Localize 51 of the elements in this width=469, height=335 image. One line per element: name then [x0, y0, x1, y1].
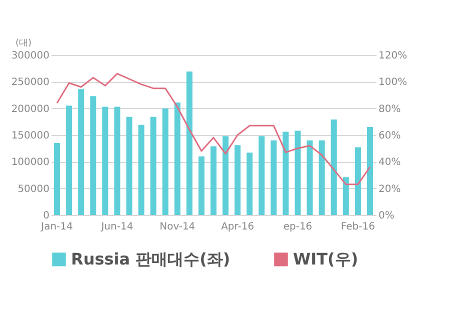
bar: [282, 132, 289, 215]
bar: [174, 102, 180, 215]
bar: [354, 147, 361, 215]
bar: [138, 124, 144, 215]
y-tick-label: 200000: [11, 104, 50, 115]
bar: [186, 72, 192, 215]
y-tick-label: 150000: [11, 130, 50, 142]
x-tick-label: Feb-16: [340, 222, 375, 232]
bar: [234, 145, 241, 215]
y-tick-label: 100000: [11, 157, 50, 168]
x-tick-label: Jun-14: [100, 222, 134, 232]
bar: [90, 96, 96, 215]
x-tick-label: Jan-14: [40, 222, 73, 232]
bar: [330, 120, 337, 215]
bar: [270, 140, 277, 215]
bar: [258, 136, 265, 215]
bar: [246, 152, 253, 215]
bar: [210, 146, 217, 215]
legend-label: Russia 판매대수(좌): [71, 249, 230, 268]
y-tick-label: 50000: [18, 184, 50, 195]
y2-tick-label: 0%: [378, 210, 394, 222]
y2-tick-label: 60%: [378, 130, 401, 142]
y-axis-title: (대): [15, 38, 32, 48]
bar: [78, 89, 84, 215]
y2-tick-label: 20%: [378, 184, 401, 195]
y-tick-label: 300000: [11, 50, 50, 62]
bar: [54, 143, 60, 215]
bar: [366, 127, 373, 215]
bar: [150, 116, 156, 215]
y2-tick-label: 80%: [378, 104, 401, 115]
bar: [222, 136, 229, 215]
bar: [342, 177, 349, 215]
bar: [318, 140, 325, 215]
x-tick-label: Nov-14: [160, 222, 196, 232]
y2-tick-label: 40%: [378, 157, 401, 168]
bar: [306, 140, 313, 215]
y-tick-label: 250000: [11, 77, 50, 88]
bar: [126, 116, 132, 215]
bar: [198, 156, 204, 215]
bar: [102, 106, 108, 215]
y-tick-label: 0: [43, 210, 50, 222]
bar: [294, 130, 301, 215]
bar: [114, 106, 120, 215]
y2-tick-label: 100%: [378, 77, 408, 88]
x-tick-label: ep-16: [283, 222, 312, 232]
line-series: [56, 72, 371, 186]
x-tick-label: Apr-16: [221, 222, 254, 232]
bar: [162, 108, 168, 215]
bar: [66, 106, 72, 215]
y2-tick-label: 120%: [378, 50, 408, 62]
legend-label: WIT(우): [293, 249, 358, 268]
